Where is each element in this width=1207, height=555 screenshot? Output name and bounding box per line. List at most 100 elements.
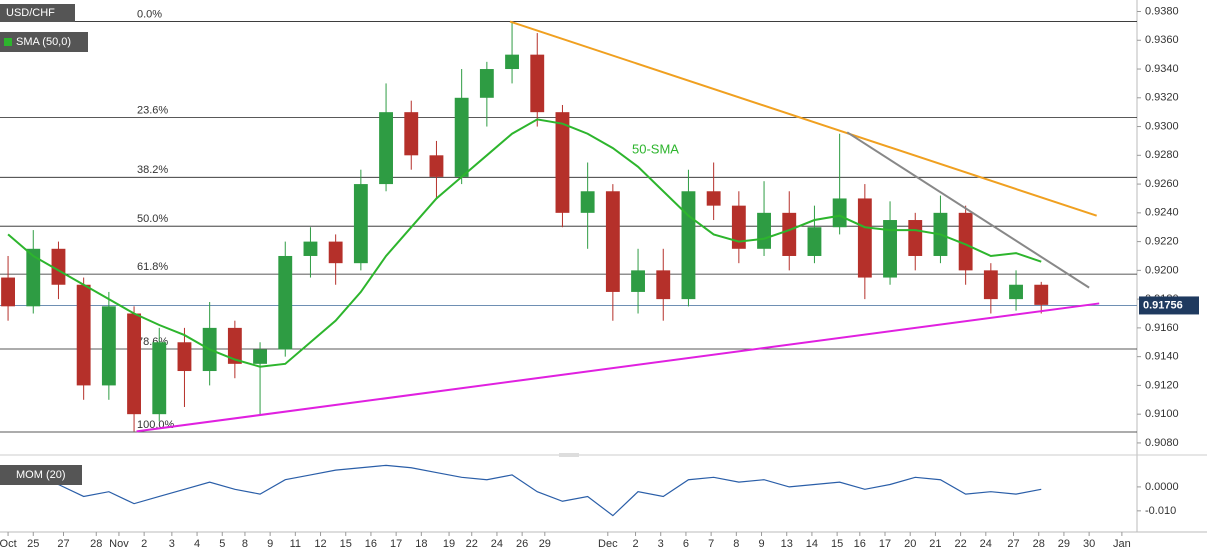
y-tick-label: 0.9320: [1145, 92, 1179, 104]
candle-body: [278, 255, 293, 350]
candle-body: [1009, 284, 1023, 300]
candle-body: [101, 306, 116, 386]
y-tick-label: 0.9240: [1145, 207, 1179, 219]
momentum-line: [8, 464, 1042, 517]
price-badge-label: 0.91756: [1143, 299, 1183, 311]
trendline: [136, 302, 1100, 433]
x-tick-label: 8: [242, 538, 248, 550]
candle-body: [807, 227, 822, 256]
x-tick-label: 27: [1007, 538, 1019, 550]
x-tick-label: 21: [929, 538, 941, 550]
candle-body: [454, 97, 469, 177]
y-tick-label: 0.9220: [1145, 236, 1179, 248]
x-tick-label: 16: [365, 538, 377, 550]
x-tick-label: 18: [415, 538, 427, 550]
x-tick-label: 12: [314, 538, 326, 550]
candle-body: [127, 313, 141, 415]
y-tick-label: 0.9160: [1145, 322, 1179, 334]
annotation: 50-SMA: [632, 141, 679, 156]
y-tick-label: 0.9120: [1145, 379, 1179, 391]
candle-body: [580, 191, 595, 213]
x-tick-label: 3: [658, 538, 664, 550]
candle-body: [303, 241, 318, 256]
candle-body: [757, 212, 771, 249]
x-tick-label: 28: [90, 538, 102, 550]
candle-body: [782, 212, 797, 256]
x-tick-label: Oct: [0, 538, 17, 550]
candle-body: [479, 69, 494, 98]
candle-body: [253, 349, 267, 364]
candle-body: [605, 191, 620, 292]
y-tick-label: 0.9380: [1145, 5, 1179, 17]
candle-body: [227, 327, 242, 364]
candle-body: [379, 112, 393, 185]
label-box: [0, 465, 82, 485]
x-tick-label: 9: [267, 538, 273, 550]
x-tick-label: Dec: [598, 538, 618, 550]
trendline: [509, 20, 1097, 217]
candle-body: [681, 191, 696, 300]
y-tick-label: 0.9280: [1145, 149, 1179, 161]
y-tick-label: 0.9140: [1145, 351, 1179, 363]
candle-body: [908, 220, 923, 256]
fib-label: 0.0%: [137, 8, 162, 20]
candle-body: [328, 241, 343, 264]
x-tick-label: 13: [781, 538, 793, 550]
candle-body: [152, 342, 167, 415]
y-tick-label: 0.9200: [1145, 264, 1179, 276]
candle-body: [631, 270, 645, 292]
x-tick-label: 11: [290, 538, 301, 550]
x-tick-label: 25: [27, 538, 39, 550]
y-tick-label: 0.9360: [1145, 34, 1179, 46]
x-tick-label: 22: [466, 538, 478, 550]
y-tick-label: -0.010: [1145, 505, 1176, 517]
candle-body: [177, 342, 192, 372]
x-tick-label: 6: [683, 538, 689, 550]
panel-handle: [559, 453, 579, 457]
candle-body: [731, 205, 746, 249]
x-tick-label: 8: [733, 538, 739, 550]
x-tick-label: 24: [980, 538, 992, 550]
y-tick-label: 0.0000: [1145, 481, 1179, 493]
y-tick-label: 0.9100: [1145, 408, 1179, 420]
x-tick-label: 17: [879, 538, 891, 550]
candle-body: [983, 270, 998, 300]
x-tick-label: 29: [1058, 538, 1070, 550]
label-box: [0, 32, 88, 52]
y-tick-label: 0.9300: [1145, 120, 1179, 132]
fib-label: 50.0%: [137, 213, 168, 225]
candle-body: [883, 220, 897, 278]
x-tick-label: Jan: [1113, 538, 1131, 550]
x-tick-label: Nov: [109, 538, 129, 550]
x-tick-label: 22: [954, 538, 966, 550]
candle-body: [706, 191, 721, 206]
x-tick-label: 14: [806, 538, 818, 550]
x-tick-label: 5: [219, 538, 225, 550]
candle-body: [555, 112, 570, 213]
x-tick-label: 19: [443, 538, 455, 550]
x-tick-label: 15: [831, 538, 843, 550]
candle-body: [1, 277, 15, 307]
x-tick-label: 20: [904, 538, 916, 550]
candle-body: [26, 248, 41, 307]
candle-body: [832, 198, 847, 228]
x-tick-label: 17: [390, 538, 402, 550]
x-tick-label: 2: [141, 538, 147, 550]
price-badge: [1139, 296, 1199, 315]
y-tick-label: 0.9340: [1145, 63, 1179, 75]
x-tick-label: 30: [1083, 538, 1095, 550]
x-tick-label: 3: [169, 538, 175, 550]
x-tick-label: 27: [57, 538, 69, 550]
candle-body: [353, 184, 368, 264]
indicator-label: MOM (20): [16, 469, 66, 481]
candle-body: [429, 155, 444, 177]
sma-line: [7, 118, 1042, 368]
x-tick-label: 28: [1033, 538, 1045, 550]
candle-body: [656, 270, 671, 300]
label-box: [0, 4, 75, 22]
candle-body: [530, 54, 545, 113]
fib-label: 23.6%: [137, 104, 168, 116]
x-tick-label: 4: [194, 538, 200, 550]
